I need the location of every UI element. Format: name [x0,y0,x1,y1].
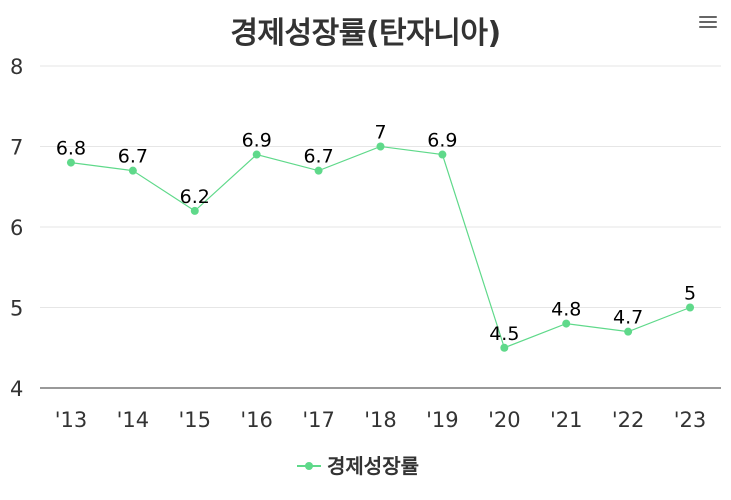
chart-title: 경제성장률(탄자니아) [230,16,501,51]
data-point [686,303,695,312]
data-point [128,166,137,175]
data-label: 6.9 [242,130,272,152]
x-tick-label: '17 [302,408,335,432]
x-tick-label: '20 [488,408,521,432]
data-label: 6.9 [427,130,457,152]
x-tick-label: '14 [117,408,150,432]
data-point [500,343,509,352]
x-tick-label: '22 [612,408,645,432]
series-line-경제성장률 [70,145,691,349]
data-label: 6.7 [118,146,148,168]
legend-label: 경제성장률 [327,454,419,478]
data-label: 4.7 [613,307,643,329]
data-label: 7 [374,122,386,144]
data-point [562,319,571,328]
data-label: 6.7 [303,146,333,168]
y-tick-label: 4 [10,377,23,401]
y-tick-label: 7 [10,136,23,160]
data-label: 6.8 [56,138,86,160]
x-tick-label: '23 [674,408,707,432]
y-tick-label: 5 [10,297,23,321]
y-tick-label: 6 [10,216,23,240]
x-tick-label: '15 [179,408,212,432]
legend[interactable]: 경제성장률 [297,454,419,478]
x-tick-label: '19 [426,408,459,432]
legend-marker [305,462,313,470]
data-point [252,150,261,159]
data-label: 5 [684,283,696,305]
data-point [190,206,199,215]
x-tick-label: '18 [364,408,397,432]
data-label: 6.2 [180,186,210,208]
x-tick-label: '16 [240,408,273,432]
data-label: 4.8 [551,299,581,321]
x-tick-label: '13 [55,408,88,432]
data-point [624,327,633,336]
x-tick-label: '21 [550,408,583,432]
data-point [66,158,75,167]
y-tick-label: 8 [10,55,23,79]
data-label: 4.5 [489,323,519,345]
hamburger-menu-icon[interactable] [699,12,717,32]
data-point [438,150,447,159]
data-point [314,166,323,175]
data-point [376,142,385,151]
